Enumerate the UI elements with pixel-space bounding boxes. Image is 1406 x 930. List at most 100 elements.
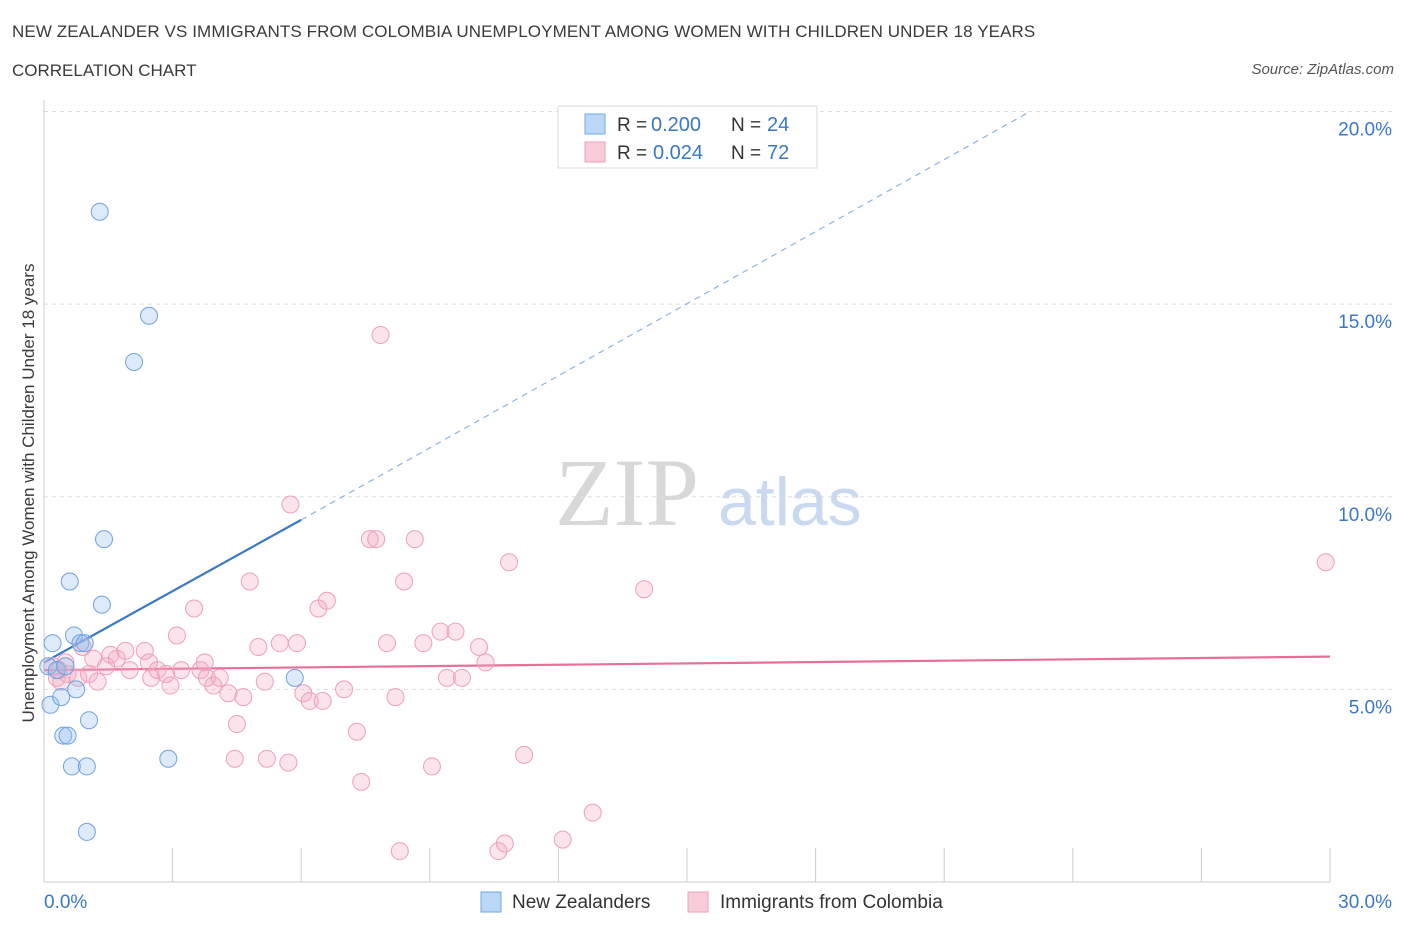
point-immigrants-colombia (157, 664, 176, 683)
point-immigrants-colombia (495, 834, 514, 853)
point-immigrants-colombia (347, 722, 366, 741)
point-new-zealanders (80, 711, 99, 730)
stats-n-value: 24 (767, 114, 789, 136)
point-immigrants-colombia (249, 638, 268, 657)
point-new-zealanders (56, 657, 75, 676)
point-new-zealanders (62, 757, 81, 776)
point-immigrants-colombia (489, 842, 508, 861)
point-immigrants-colombia (227, 715, 246, 734)
point-immigrants-colombia (500, 553, 519, 572)
point-new-zealanders (67, 680, 86, 699)
point-immigrants-colombia (437, 668, 456, 687)
point-immigrants-colombia (553, 830, 572, 849)
point-immigrants-colombia (386, 688, 405, 707)
y-tick-label: 15.0% (1338, 312, 1392, 333)
legend-label-immigrants-colombia: Immigrants from Colombia (720, 892, 943, 913)
data-points (39, 202, 1335, 861)
stats-swatch-blue (584, 113, 606, 135)
point-immigrants-colombia (195, 653, 214, 672)
point-immigrants-colombia (287, 634, 306, 653)
legend-label-new-zealanders: New Zealanders (512, 892, 650, 913)
point-new-zealanders (125, 352, 144, 371)
legend-swatch-new-zealanders (480, 891, 502, 913)
point-new-zealanders (71, 634, 90, 653)
point-immigrants-colombia (270, 634, 289, 653)
point-immigrants-colombia (422, 757, 441, 776)
stats-r-label: R = (617, 143, 647, 164)
point-immigrants-colombia (116, 641, 135, 660)
stats-box: R = 0.200 N = 24 R = 0.024 N = 72 (557, 105, 818, 169)
point-new-zealanders (95, 530, 114, 549)
point-immigrants-colombia (69, 668, 88, 687)
point-new-zealanders (285, 668, 304, 687)
point-new-zealanders (47, 661, 66, 680)
point-immigrants-colombia (395, 572, 414, 591)
point-immigrants-colombia (135, 641, 154, 660)
point-immigrants-colombia (1316, 553, 1335, 572)
y-tick-label: 10.0% (1338, 505, 1392, 526)
grid (44, 111, 1392, 690)
point-immigrants-colombia (390, 842, 409, 861)
point-immigrants-colombia (204, 676, 223, 695)
point-immigrants-colombia (635, 580, 654, 599)
y-axis-title: Unemployment Among Women with Children U… (19, 264, 38, 723)
point-immigrants-colombia (172, 661, 191, 680)
y-tick-label: 5.0% (1349, 697, 1392, 718)
point-new-zealanders (52, 688, 71, 707)
point-immigrants-colombia (431, 622, 450, 641)
point-immigrants-colombia (452, 668, 471, 687)
stats-swatch-pink (584, 141, 606, 163)
point-immigrants-colombia (360, 530, 379, 549)
stats-r-value: 0.200 (651, 114, 701, 136)
source-label: Source: ZipAtlas.com (1251, 61, 1394, 78)
point-immigrants-colombia (279, 753, 298, 772)
watermark-atlas: atlas (718, 464, 862, 540)
point-new-zealanders (77, 757, 96, 776)
point-new-zealanders (75, 634, 94, 653)
point-immigrants-colombia (97, 657, 116, 676)
point-immigrants-colombia (167, 626, 186, 645)
axes: 5.0% 10.0% 15.0% 20.0% 0.0% 30.0% (43, 100, 1392, 913)
point-immigrants-colombia (470, 638, 489, 657)
point-immigrants-colombia (294, 684, 313, 703)
point-new-zealanders (92, 595, 111, 614)
point-immigrants-colombia (120, 661, 139, 680)
point-immigrants-colombia (161, 676, 180, 695)
point-immigrants-colombia (414, 634, 433, 653)
point-new-zealanders (41, 695, 60, 714)
point-immigrants-colombia (148, 661, 167, 680)
stats-n-value: 72 (767, 142, 789, 164)
point-immigrants-colombia (317, 591, 336, 610)
point-immigrants-colombia (405, 530, 424, 549)
point-immigrants-colombia (367, 530, 386, 549)
trend-line-new-zealanders (43, 518, 302, 664)
x-tick-label: 0.0% (44, 892, 87, 913)
point-immigrants-colombia (476, 653, 495, 672)
point-new-zealanders (90, 202, 109, 221)
chart-subtitle: CORRELATION CHART (12, 61, 197, 80)
point-immigrants-colombia (352, 772, 371, 791)
point-immigrants-colombia (583, 803, 602, 822)
point-immigrants-colombia (313, 691, 332, 710)
point-new-zealanders (140, 306, 159, 325)
point-immigrants-colombia (377, 634, 396, 653)
point-immigrants-colombia (255, 672, 274, 691)
series-legend: New Zealanders Immigrants from Colombia (480, 891, 943, 913)
point-immigrants-colombia (257, 749, 276, 768)
trend-lines (43, 111, 1331, 672)
chart-title: NEW ZEALANDER VS IMMIGRANTS FROM COLOMBI… (12, 22, 1036, 41)
point-new-zealanders (54, 726, 73, 745)
stats-r-value: 0.024 (653, 142, 703, 164)
point-immigrants-colombia (88, 672, 107, 691)
point-immigrants-colombia (335, 680, 354, 699)
point-immigrants-colombia (58, 664, 77, 683)
legend-swatch-immigrants-colombia (687, 891, 709, 913)
point-immigrants-colombia (240, 572, 259, 591)
point-immigrants-colombia (446, 622, 465, 641)
point-immigrants-colombia (210, 668, 229, 687)
trend-line-immigrants-colombia (43, 655, 1331, 672)
point-immigrants-colombia (185, 599, 204, 618)
point-immigrants-colombia (197, 668, 216, 687)
watermark-zip: ZIP (555, 439, 699, 546)
